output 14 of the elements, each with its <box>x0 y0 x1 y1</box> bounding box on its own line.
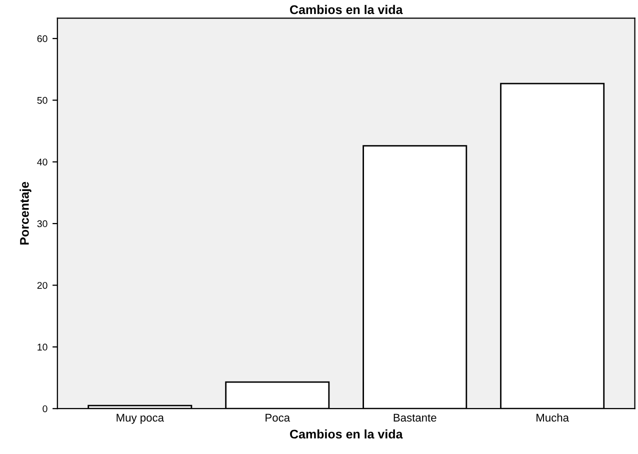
y-tick-label: 30 <box>37 220 48 228</box>
x-tick-label: Poca <box>266 414 290 422</box>
chart-title: Cambios en la vida <box>290 4 403 14</box>
y-tick-label: 0 <box>42 405 48 412</box>
y-tick-label: 10 <box>38 344 48 351</box>
y-tick-label: 40 <box>37 158 48 166</box>
y-tick-label: 50 <box>37 96 48 104</box>
x-axis-title: Cambios en la vida <box>290 429 403 439</box>
y-tick-label: 20 <box>37 282 48 289</box>
x-tick-label: Mucha <box>536 413 569 422</box>
x-tick-label: Bastante <box>394 414 436 422</box>
y-tick-label: 60 <box>37 35 48 42</box>
y-axis-title: Porcentaje <box>20 182 32 244</box>
x-tick-label: Muy poca <box>116 414 164 424</box>
